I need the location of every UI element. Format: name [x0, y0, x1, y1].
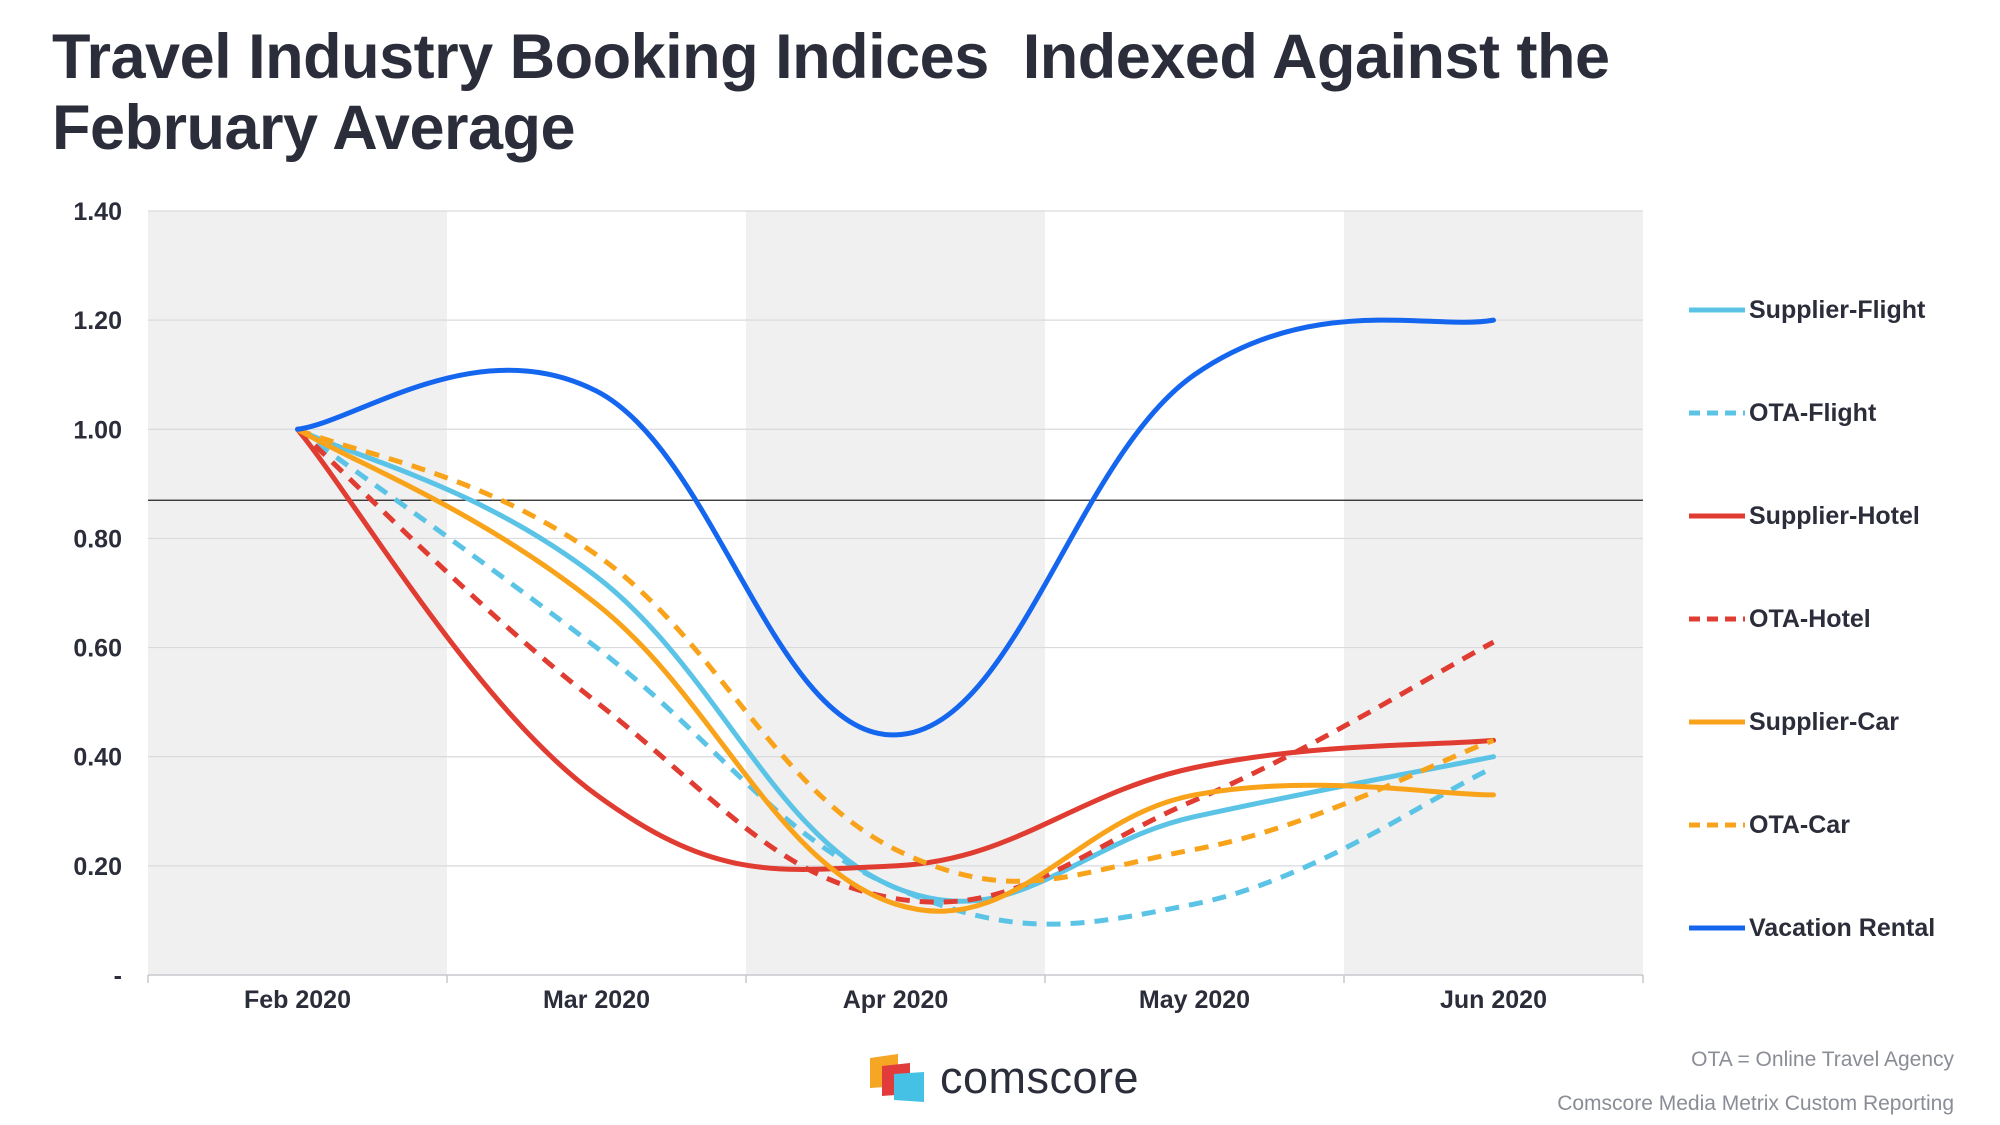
- y-axis-ticks: - 0.20 0.40 0.60 0.80 1.00 1.20 1.40: [73, 198, 122, 990]
- y-tick-label: 0.20: [73, 853, 122, 881]
- legend-item-ota-car: OTA-Car: [1685, 805, 1985, 845]
- comscore-logo-icon: [870, 1054, 924, 1102]
- legend-item-supplier-car: Supplier-Car: [1685, 702, 1985, 742]
- x-tick-label: May 2020: [1139, 986, 1250, 1014]
- series-line-supplier-car: [295, 426, 1496, 914]
- legend-item-ota-hotel: OTA-Hotel: [1685, 599, 1985, 639]
- legend-swatch: [1689, 513, 1745, 519]
- legend-swatch: [1689, 616, 1745, 622]
- y-tick-label: 1.40: [73, 198, 122, 226]
- y-tick-label: 1.20: [73, 307, 122, 335]
- source-footnote: Comscore Media Metrix Custom Reporting: [1557, 1092, 1954, 1115]
- legend-label: OTA-Hotel: [1749, 604, 1871, 633]
- legend-label: Supplier-Flight: [1749, 295, 1926, 324]
- chart-title: Travel Industry Booking Indices Indexed …: [52, 22, 1627, 163]
- ota-footnote: OTA = Online Travel Agency: [1691, 1048, 1954, 1071]
- y-tick-label: -: [114, 962, 122, 990]
- legend-label: Supplier-Hotel: [1749, 501, 1920, 530]
- column-band: [1344, 211, 1643, 975]
- series-line-vacation-rental: [295, 317, 1496, 738]
- legend-swatch: [1689, 719, 1745, 725]
- y-tick-label: 0.40: [73, 744, 122, 772]
- series-line-ota-flight: [296, 427, 1495, 927]
- legend-swatch: [1689, 925, 1745, 931]
- legend-swatch: [1689, 410, 1745, 416]
- series-lines: [295, 317, 1496, 927]
- legend-label: Supplier-Car: [1749, 707, 1900, 736]
- legend-item-ota-flight: OTA-Flight: [1685, 393, 1985, 433]
- legend-item-supplier-hotel: Supplier-Hotel: [1685, 496, 1985, 536]
- legend-item-vacation-rental: Vacation Rental: [1685, 908, 1985, 948]
- x-tick-label: Apr 2020: [843, 986, 949, 1014]
- comscore-logo-text: comscore: [940, 1052, 1140, 1103]
- x-axis: Feb 2020 Mar 2020 Apr 2020 May 2020 Jun 2020: [147, 974, 1644, 1014]
- column-band: [148, 211, 447, 975]
- series-line-ota-car: [296, 426, 1495, 884]
- series-line-ota-hotel: [295, 427, 1495, 905]
- legend-swatch: [1689, 307, 1745, 313]
- legend-label: OTA-Car: [1749, 810, 1850, 839]
- comscore-logo: comscore: [868, 1052, 1139, 1104]
- series-line-supplier-hotel: [295, 426, 1496, 872]
- y-tick-label: 0.80: [73, 525, 122, 553]
- legend-label: OTA-Flight: [1749, 398, 1877, 427]
- legend-label: Vacation Rental: [1749, 913, 1936, 942]
- x-tick-label: Mar 2020: [543, 986, 650, 1014]
- legend-swatch: [1689, 822, 1745, 828]
- y-tick-label: 1.00: [73, 416, 122, 444]
- column-bands: [148, 211, 1643, 975]
- legend-item-supplier-flight: Supplier-Flight: [1685, 290, 1985, 330]
- y-tick-label: 0.60: [73, 635, 122, 663]
- x-tick-label: Feb 2020: [244, 986, 351, 1014]
- x-tick-label: Jun 2020: [1440, 986, 1547, 1014]
